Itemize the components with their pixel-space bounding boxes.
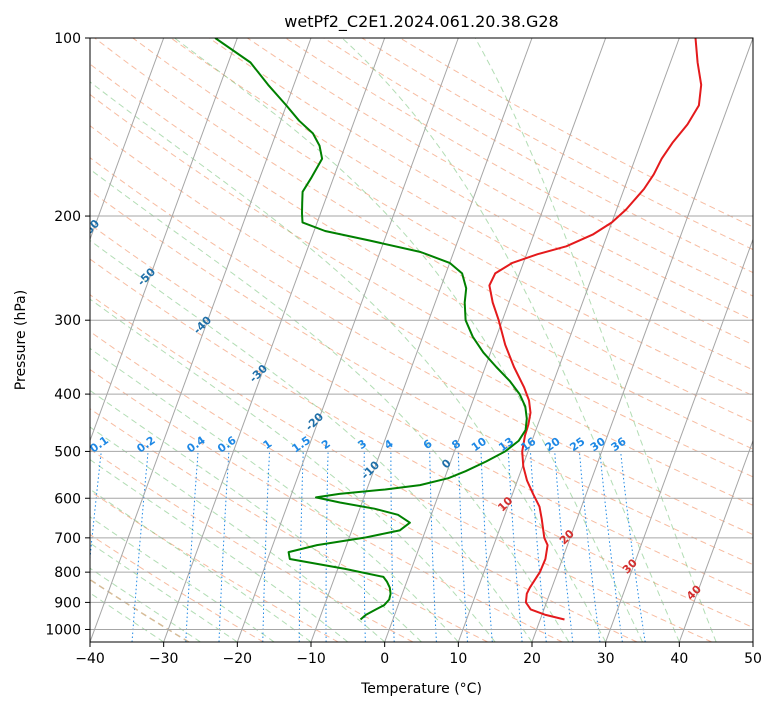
x-axis-title: Temperature (°C) <box>360 681 482 697</box>
temperature-line <box>488 38 703 621</box>
x-tick-label: 40 <box>670 651 688 667</box>
y-tick-label: 100 <box>54 31 81 47</box>
dry-adiabat <box>247 38 753 321</box>
isotherm-line <box>678 439 753 642</box>
y-tick-label: 400 <box>54 387 81 403</box>
dry-adiabat <box>90 368 563 642</box>
moist-adiabat <box>474 38 717 642</box>
isotherm-line <box>90 38 312 642</box>
x-tick-label: 30 <box>597 651 615 667</box>
isotherm-line <box>90 38 165 241</box>
isotherm-line <box>605 237 753 642</box>
isotherm-line <box>457 38 680 642</box>
x-tick-label: 20 <box>523 651 541 667</box>
x-tick-label: 50 <box>744 651 762 667</box>
mixing-ratio-line <box>620 451 646 642</box>
y-tick-label: 500 <box>54 444 81 460</box>
dry-adiabat <box>94 38 753 423</box>
isotherm-line <box>531 38 753 642</box>
moist-adiabat <box>90 426 386 642</box>
background-lines <box>90 38 753 642</box>
y-tick-label: 600 <box>54 491 81 507</box>
plot-frame <box>89 37 754 643</box>
dry-adiabat <box>90 125 753 506</box>
y-tick-label: 700 <box>54 531 81 547</box>
moist-adiabat <box>90 298 496 642</box>
moist-adiabat <box>341 38 680 642</box>
dewpoint-line <box>214 38 528 621</box>
moist-adiabat <box>90 567 201 642</box>
axis-ticks: −40 −30 −20 −10 0 10 20 30 40 50 100 200 300 400 500 60… <box>45 31 762 667</box>
moist-adiabat <box>174 38 643 642</box>
dry-adiabat <box>90 258 753 629</box>
y-tick-label: 200 <box>54 209 81 225</box>
moist-adiabat <box>90 542 238 642</box>
moist-adiabat <box>90 389 422 642</box>
mixing-ratio-line <box>554 451 574 642</box>
x-tick-label: −40 <box>75 651 105 667</box>
dry-adiabat <box>90 533 264 642</box>
moist-adiabat <box>90 516 275 642</box>
y-tick-label: 900 <box>54 595 81 611</box>
x-tick-label: −20 <box>223 651 253 667</box>
dry-adiabat <box>90 408 488 642</box>
dry-adiabat <box>132 38 753 397</box>
chart-title: wetPf2_C2E1.2024.061.20.38.G28 <box>284 12 558 32</box>
moist-adiabat <box>90 592 164 642</box>
dry-adiabat <box>90 490 339 642</box>
isotherm-line <box>163 38 386 642</box>
dry-adiabat <box>90 223 753 597</box>
moist-adiabat <box>90 347 459 642</box>
profile-lines <box>214 38 703 621</box>
moist-adiabat <box>90 81 607 642</box>
y-tick-label: 1000 <box>45 622 81 638</box>
mixing-ratio-line <box>599 451 623 642</box>
isotherm-line <box>310 38 533 642</box>
y-tick-label: 800 <box>54 565 81 581</box>
moist-adiabat <box>90 239 533 642</box>
x-tick-label: 0 <box>380 651 389 667</box>
y-tick-label: 300 <box>54 313 81 329</box>
dry-adiabat <box>90 157 753 536</box>
y-axis-title: Pressure (hPa) <box>13 290 29 390</box>
x-tick-label: −10 <box>296 651 326 667</box>
isotherm-line <box>236 38 459 642</box>
dry-adiabat <box>90 294 712 642</box>
isotherm-line <box>90 38 238 443</box>
mixing-ratio-line <box>578 451 601 642</box>
mixing-ratio-line <box>90 451 102 563</box>
x-tick-label: 10 <box>449 651 467 667</box>
isotherm-line <box>384 38 607 642</box>
dry-adiabat <box>208 38 753 346</box>
x-tick-label: −30 <box>149 651 179 667</box>
